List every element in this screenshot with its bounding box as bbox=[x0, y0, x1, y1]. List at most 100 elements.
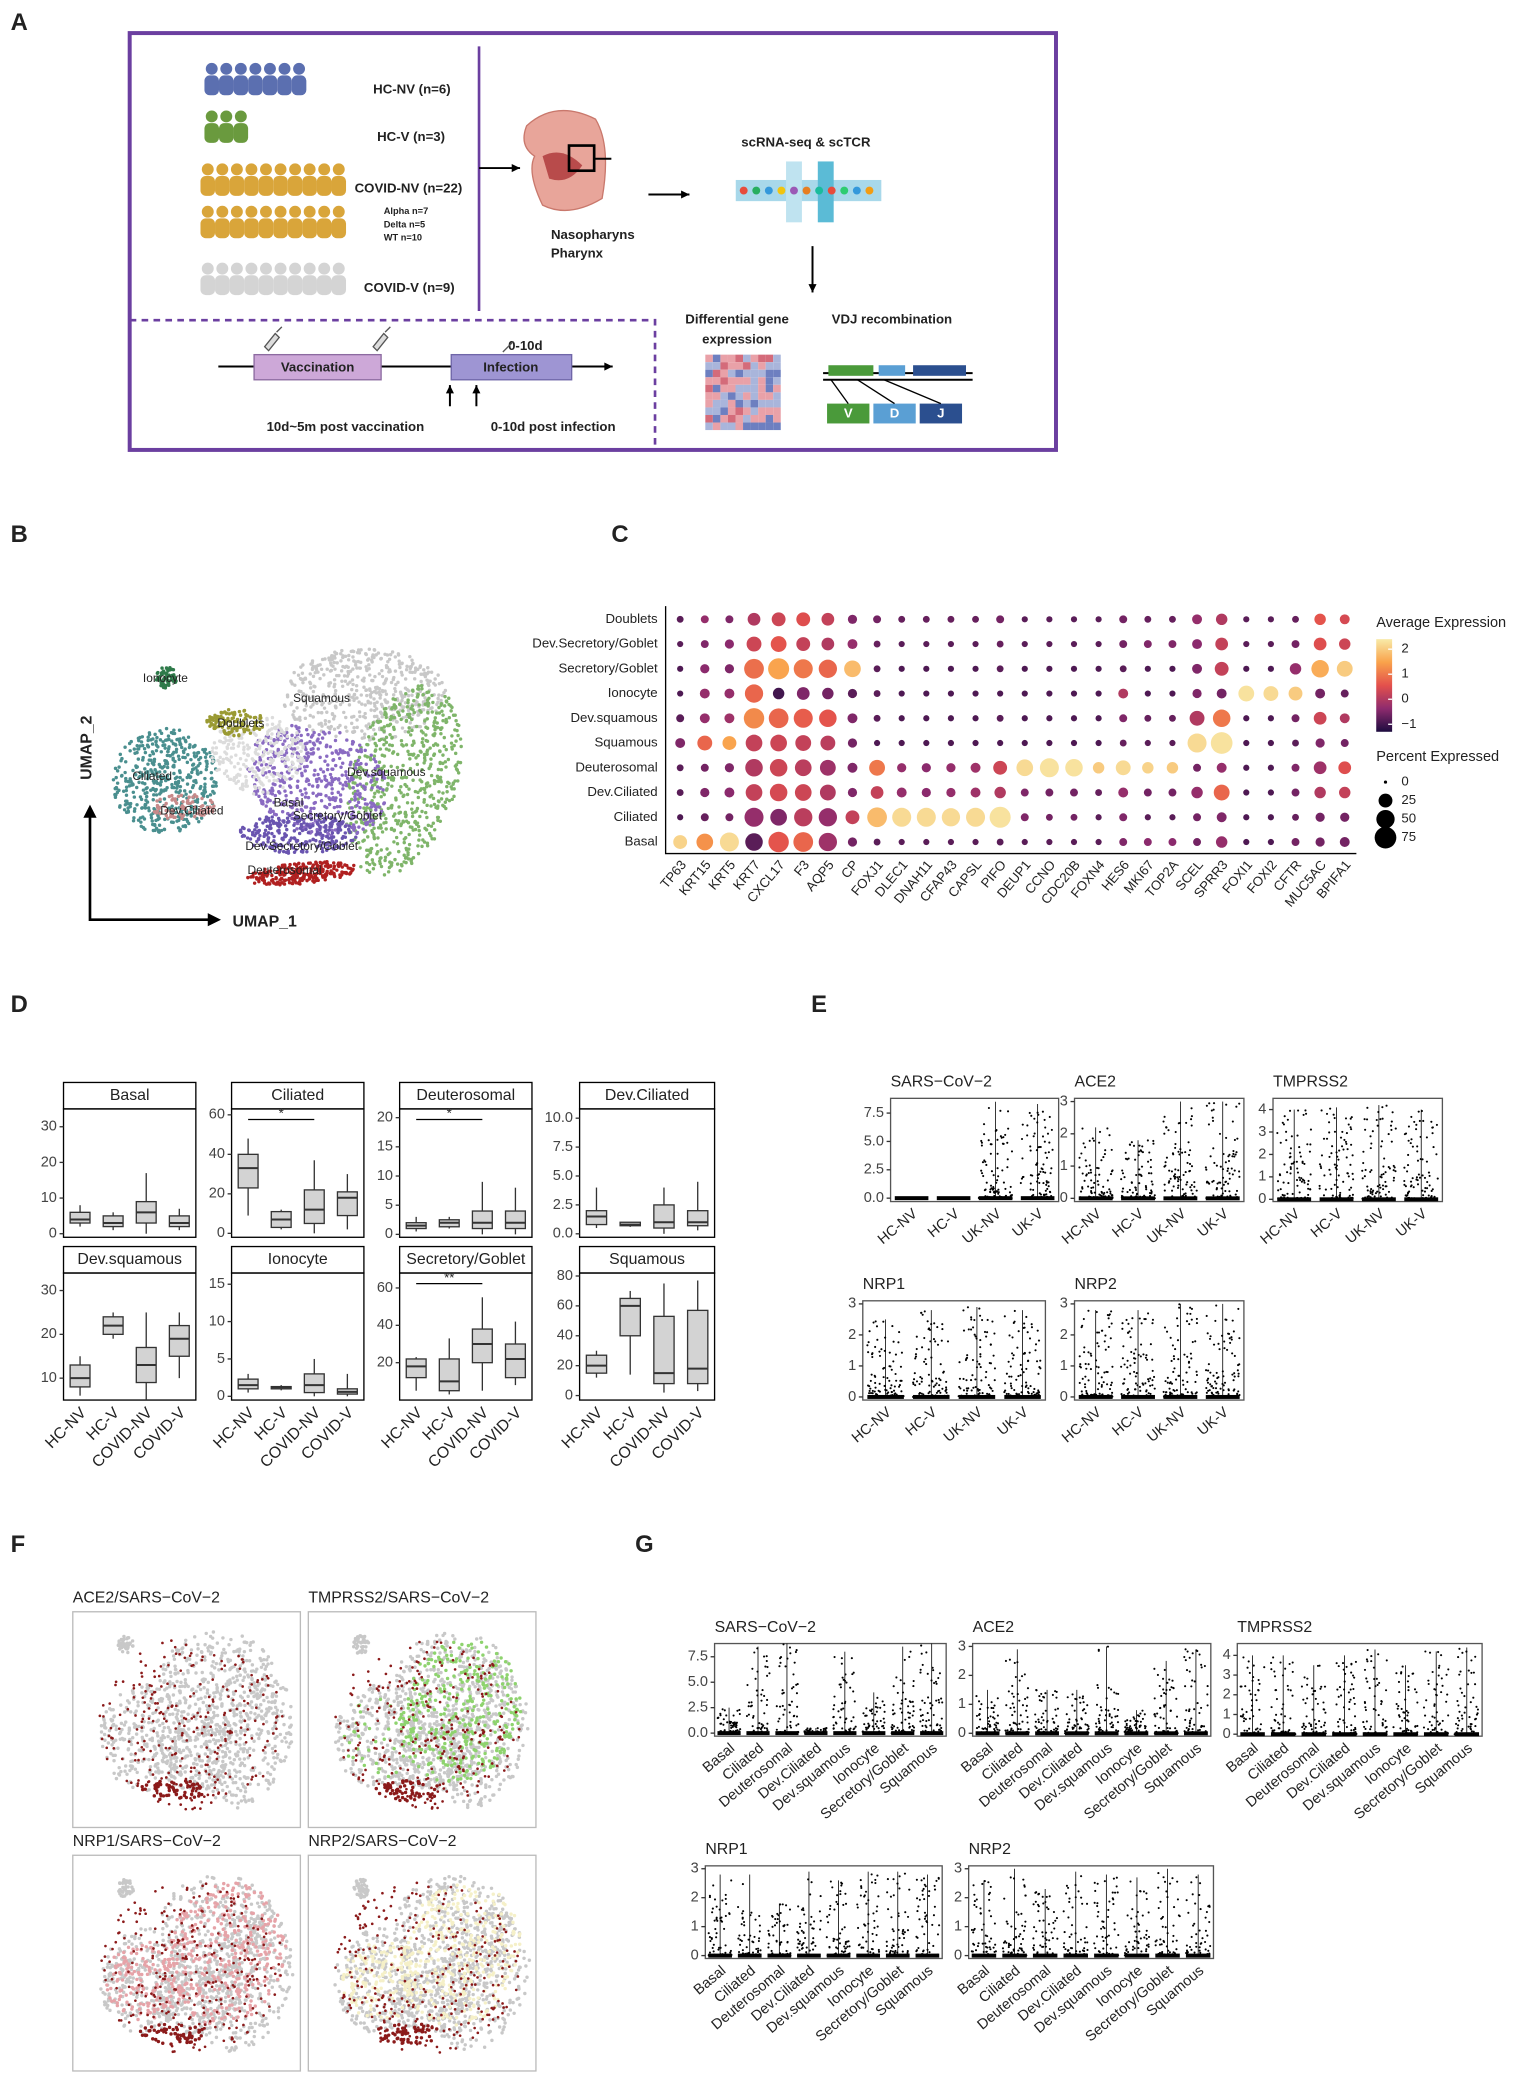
dot bbox=[1095, 640, 1102, 648]
cell bbox=[185, 760, 190, 765]
label: Delta n=5 bbox=[384, 219, 425, 229]
cell-dot bbox=[1224, 1161, 1227, 1164]
cell bbox=[281, 785, 285, 790]
cell bbox=[429, 757, 433, 761]
cell-dot bbox=[1035, 1149, 1038, 1152]
cell-dot bbox=[1416, 1179, 1419, 1182]
cell bbox=[332, 654, 337, 658]
cell-dot bbox=[1050, 1194, 1053, 1198]
cell-dot bbox=[1383, 1157, 1386, 1160]
cell-dot bbox=[1103, 1153, 1106, 1156]
heatmap-cell bbox=[773, 384, 781, 393]
cell bbox=[372, 727, 376, 732]
cell bbox=[307, 724, 312, 729]
cell bbox=[388, 652, 393, 657]
cell-dot bbox=[982, 1174, 985, 1178]
cell-dot bbox=[1131, 1197, 1134, 1200]
cell bbox=[365, 806, 369, 810]
cell bbox=[390, 743, 394, 748]
cell bbox=[338, 731, 342, 735]
dot bbox=[1144, 814, 1151, 821]
person-body bbox=[273, 218, 288, 239]
cell-dot bbox=[1331, 1194, 1334, 1197]
person-head bbox=[201, 262, 214, 275]
person-body bbox=[258, 175, 274, 196]
cell bbox=[369, 753, 373, 757]
cell bbox=[412, 710, 417, 715]
dot bbox=[1046, 665, 1053, 672]
cell bbox=[398, 810, 403, 815]
cell bbox=[439, 778, 443, 783]
label: 15 bbox=[377, 1139, 393, 1155]
cell bbox=[255, 789, 260, 793]
person-head bbox=[318, 262, 331, 275]
cell-dot bbox=[1132, 1144, 1136, 1147]
cell-dot bbox=[1307, 1179, 1310, 1183]
cell-dot bbox=[1193, 1195, 1196, 1198]
cell-dot bbox=[1430, 1197, 1433, 1200]
cell bbox=[425, 748, 430, 752]
cell bbox=[323, 860, 328, 865]
dot bbox=[1095, 616, 1102, 623]
cell bbox=[366, 700, 371, 705]
cell bbox=[393, 706, 397, 710]
cell-dot bbox=[1381, 1117, 1384, 1120]
label: expression bbox=[702, 332, 772, 347]
cell bbox=[444, 765, 448, 769]
dot bbox=[1289, 663, 1302, 675]
cell bbox=[413, 789, 418, 794]
dot bbox=[1021, 838, 1028, 846]
cell-dot bbox=[1418, 1119, 1421, 1123]
cell-dot bbox=[866, 1384, 870, 1387]
dot bbox=[941, 808, 961, 827]
cell bbox=[240, 784, 245, 789]
cell-dot bbox=[930, 1356, 933, 1359]
cell bbox=[312, 880, 316, 884]
cell bbox=[280, 757, 285, 761]
cell bbox=[434, 711, 439, 715]
cell-dot bbox=[1041, 1135, 1045, 1138]
cell bbox=[297, 831, 302, 836]
cell bbox=[335, 868, 339, 872]
heatmap-cell bbox=[735, 354, 744, 363]
cell bbox=[157, 770, 162, 774]
label: HC-NV bbox=[1258, 1206, 1304, 1248]
cell bbox=[355, 718, 359, 722]
cell bbox=[272, 742, 276, 746]
cell-dot bbox=[1416, 1183, 1420, 1186]
cell bbox=[361, 827, 365, 831]
cell bbox=[400, 673, 404, 677]
label: 7.5 bbox=[864, 1105, 884, 1121]
cell-dot bbox=[888, 1379, 891, 1382]
cell bbox=[360, 729, 364, 733]
cell bbox=[292, 670, 296, 675]
cell bbox=[262, 753, 266, 757]
cell bbox=[371, 723, 375, 727]
heatmap-cell bbox=[705, 407, 713, 415]
cell-dot bbox=[1000, 1196, 1003, 1199]
cell bbox=[170, 798, 174, 802]
cell bbox=[236, 761, 240, 766]
person-head bbox=[220, 110, 233, 123]
cell bbox=[425, 752, 429, 756]
cell-dot bbox=[1330, 1187, 1333, 1190]
cell-dot bbox=[1167, 1181, 1170, 1184]
cell bbox=[344, 870, 348, 875]
cell bbox=[386, 660, 390, 664]
cell bbox=[372, 701, 377, 706]
cell-dot bbox=[1422, 1119, 1425, 1123]
cell bbox=[182, 789, 187, 793]
label: HC-NV bbox=[875, 1206, 921, 1248]
label: 2.5 bbox=[553, 1197, 573, 1213]
cell bbox=[325, 667, 329, 671]
cell bbox=[139, 820, 143, 824]
dot bbox=[697, 735, 713, 751]
cell bbox=[312, 684, 316, 688]
cell bbox=[423, 719, 427, 723]
cell bbox=[199, 784, 203, 789]
person-body bbox=[200, 175, 216, 196]
cell-dot bbox=[1138, 1173, 1141, 1176]
cell bbox=[362, 830, 367, 834]
dot bbox=[1243, 616, 1250, 623]
dot bbox=[769, 759, 788, 777]
